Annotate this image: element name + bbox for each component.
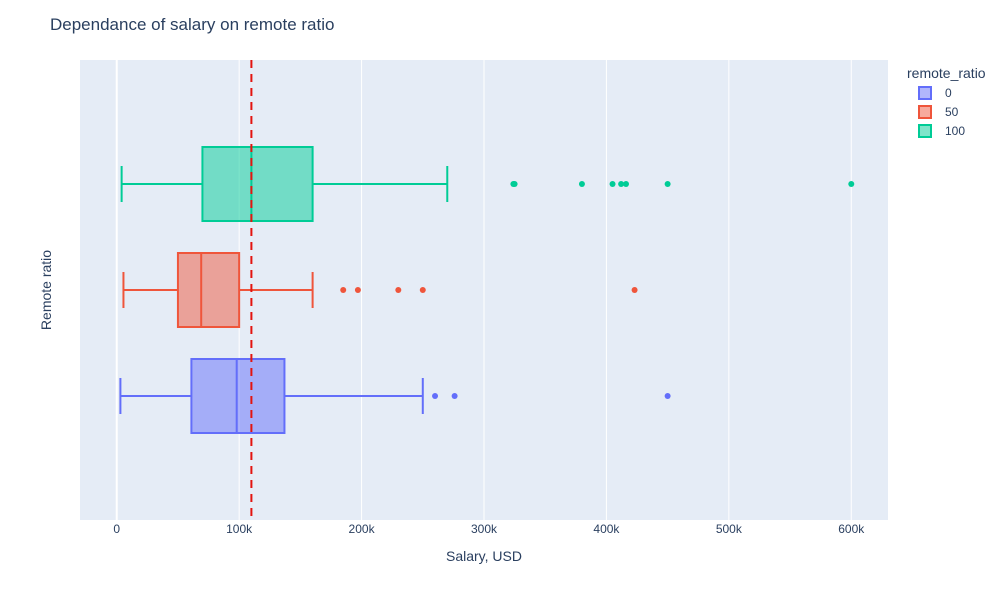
x-axis-label: Salary, USD	[446, 548, 522, 564]
outlier-point	[664, 393, 671, 399]
chart-title: Dependance of salary on remote ratio	[50, 15, 334, 34]
x-tick-label: 600k	[838, 522, 865, 536]
x-tick-label: 0	[113, 522, 120, 536]
outlier-point	[848, 181, 855, 187]
legend-label: 100	[945, 124, 965, 138]
outlier-point	[578, 181, 585, 187]
x-axis-tick-labels: 0 100k 200k 300k 400k 500k 600k	[113, 522, 865, 536]
y-axis-label: Remote ratio	[38, 250, 54, 330]
legend-swatch	[918, 105, 932, 119]
box-series-0[interactable]	[119, 358, 671, 434]
x-tick-label: 100k	[226, 522, 253, 536]
box-iqr	[176, 252, 241, 328]
outlier-point	[432, 393, 439, 399]
x-tick-label: 200k	[349, 522, 376, 536]
outlier-point	[511, 181, 518, 187]
box-iqr	[190, 358, 286, 434]
box-series-layer	[119, 146, 855, 434]
legend-swatch	[918, 124, 932, 138]
outlier-point	[664, 181, 671, 187]
legend-label: 50	[945, 105, 959, 119]
outlier-point	[618, 181, 625, 187]
legend[interactable]: 0 50 100	[918, 86, 965, 138]
legend-item-100[interactable]: 100	[918, 124, 965, 138]
box-series-50[interactable]	[122, 252, 638, 328]
outlier-point	[451, 393, 458, 399]
x-tick-label: 300k	[471, 522, 498, 536]
legend-title: remote_ratio	[907, 65, 986, 81]
legend-item-0[interactable]: 0	[918, 86, 952, 100]
x-tick-label: 500k	[716, 522, 743, 536]
outlier-point	[354, 287, 361, 293]
x-tick-label: 400k	[593, 522, 620, 536]
legend-item-50[interactable]: 50	[918, 105, 959, 119]
outlier-point	[623, 181, 630, 187]
outlier-point	[631, 287, 638, 293]
box-iqr	[201, 146, 314, 222]
outlier-point	[340, 287, 347, 293]
outlier-point	[609, 181, 616, 187]
legend-label: 0	[945, 86, 952, 100]
outlier-point	[419, 287, 426, 293]
outlier-point	[395, 287, 402, 293]
legend-swatch	[918, 86, 932, 100]
